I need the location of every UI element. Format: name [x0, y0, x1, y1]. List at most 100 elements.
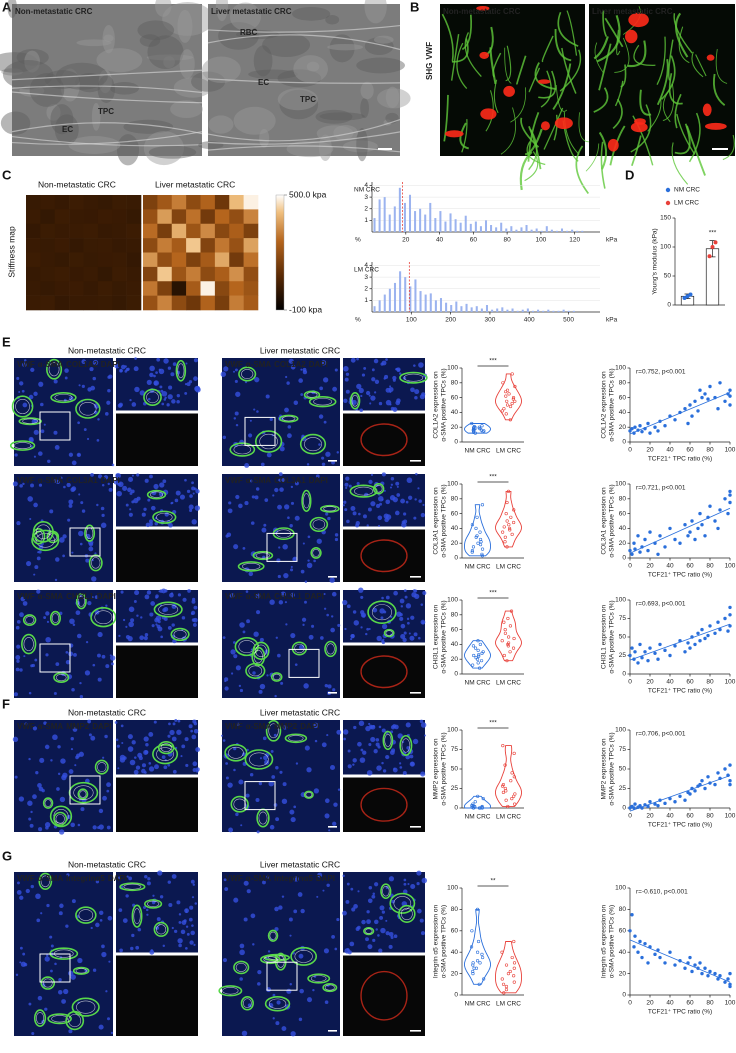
dapi-nucleus: [53, 430, 58, 435]
dapi-nucleus: [365, 390, 371, 396]
y-tick-label: 60: [451, 394, 459, 401]
dapi-nucleus: [416, 870, 422, 876]
dapi-nucleus: [301, 617, 307, 622]
dapi-nucleus: [366, 627, 370, 631]
dapi-nucleus: [420, 722, 427, 728]
dapi-nucleus: [358, 720, 365, 727]
heatmap-cell: [112, 195, 127, 210]
dapi-nucleus: [192, 623, 197, 627]
dapi-nucleus: [370, 736, 376, 743]
dapi-nucleus: [110, 655, 116, 661]
data-point: [476, 661, 480, 665]
data-point: [501, 790, 506, 795]
dapi-nucleus: [394, 510, 400, 516]
y-tick-label: 40: [451, 949, 459, 956]
dapi-nucleus: [416, 882, 420, 886]
dapi-nucleus: [30, 884, 34, 889]
dapi-nucleus: [143, 736, 149, 742]
vessel-asma: [363, 926, 375, 936]
colorbar-label: -100 kpa: [289, 304, 322, 314]
y-tick-label: 0: [667, 302, 671, 309]
stain-label: DAPI: [101, 476, 120, 485]
dapi-nucleus: [420, 771, 426, 777]
vessel-asma: [267, 929, 279, 942]
shg-fiber: [712, 73, 726, 106]
em-texture: [356, 57, 405, 74]
x-tick-label: NM CRC: [465, 814, 491, 821]
data-point: [638, 803, 642, 808]
vessel-vwf: [51, 613, 60, 624]
dapi-nucleus: [248, 433, 253, 438]
histogram-bar: [567, 310, 570, 312]
em-texture: [116, 134, 140, 166]
dapi-nucleus: [89, 366, 94, 372]
data-point: [506, 635, 511, 639]
dapi-nucleus: [399, 616, 404, 621]
dapi-nucleus: [14, 453, 18, 457]
dapi-nucleus: [323, 607, 327, 610]
vessel-asma: [382, 730, 394, 751]
heatmap-cell: [69, 252, 84, 268]
dapi-nucleus: [70, 737, 74, 741]
dapi-nucleus: [159, 385, 163, 389]
dapi-nucleus: [288, 917, 293, 922]
data-point: [475, 950, 480, 954]
data-point: [478, 961, 482, 965]
y-tick-label: 80: [619, 496, 627, 503]
data-point: [690, 519, 694, 523]
em-texture: [170, 100, 203, 119]
y-unit: %: [355, 317, 361, 324]
vessel-vwf: [68, 1014, 82, 1028]
vessel-asma: [218, 985, 243, 997]
dapi-nucleus: [124, 369, 128, 373]
channel-image: [343, 955, 425, 1036]
data-point: [728, 605, 732, 610]
axis-label: CHI3L1 expression on: [433, 604, 440, 669]
data-point: [656, 657, 660, 661]
shg-fiber: [464, 32, 482, 77]
dapi-nucleus: [162, 489, 169, 496]
violin-shape: [495, 745, 522, 807]
data-point: [510, 797, 514, 801]
shg-fiber: [656, 36, 666, 85]
histogram-bar: [495, 227, 498, 232]
dapi-nucleus: [145, 908, 149, 912]
data-point: [656, 803, 660, 808]
panel-header: Non-metastatic CRC: [68, 859, 146, 869]
dapi-nucleus: [143, 507, 147, 511]
data-point: [511, 397, 515, 401]
dapi-nucleus: [45, 636, 51, 643]
histogram-bar: [510, 226, 513, 232]
heatmap-cell: [171, 238, 187, 253]
y-tick-label: 3: [364, 274, 368, 281]
heatmap-cell: [40, 281, 56, 296]
dapi-nucleus: [124, 365, 127, 368]
data-point: [480, 554, 484, 558]
histogram-bar: [530, 229, 533, 232]
vessel-vwf: [79, 790, 87, 798]
x-tick-label: NM CRC: [465, 680, 491, 687]
vessel-vwf: [242, 998, 252, 1009]
histogram-bar: [419, 208, 422, 232]
em-texture: [91, 102, 101, 131]
em-texture: [177, 9, 193, 43]
x-tick-label: 100: [725, 563, 736, 570]
stain-label: DAPI: [316, 874, 335, 883]
violin-shape: [464, 504, 491, 557]
histogram-bar: [450, 305, 453, 312]
dapi-nucleus: [22, 402, 28, 408]
data-point: [707, 254, 712, 259]
dapi-nucleus: [191, 924, 194, 927]
dapi-nucleus: [366, 770, 373, 776]
heatmap-cell: [200, 252, 216, 268]
dapi-nucleus: [15, 667, 20, 672]
data-point: [693, 399, 697, 403]
data-point: [718, 974, 722, 978]
dapi-nucleus: [50, 759, 53, 762]
em-membrane: [11, 131, 203, 145]
y-tick-label: 40: [619, 409, 627, 416]
dapi-nucleus: [262, 736, 267, 741]
vessel-asma: [349, 392, 361, 410]
vessel-vwf: [384, 733, 392, 747]
dapi-nucleus: [152, 894, 155, 897]
